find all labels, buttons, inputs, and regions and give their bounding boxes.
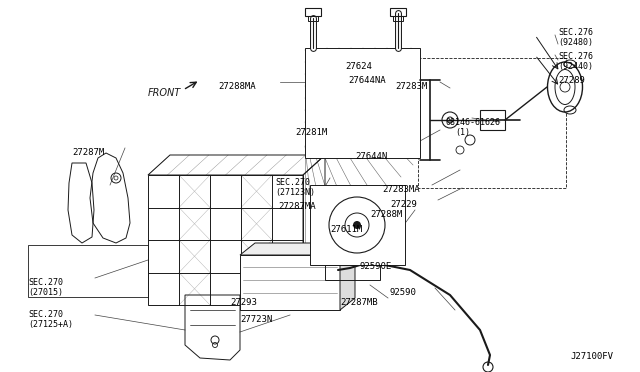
Text: 27289: 27289 (558, 76, 585, 85)
Text: 27281M: 27281M (295, 128, 327, 137)
Text: SEC.270: SEC.270 (275, 178, 310, 187)
Polygon shape (340, 243, 355, 310)
Bar (240, 255, 340, 310)
Text: 92590: 92590 (390, 288, 417, 297)
Text: SEC.270: SEC.270 (28, 310, 63, 319)
Bar (418, 58, 566, 188)
Text: 27293: 27293 (230, 298, 257, 307)
Text: 27283M: 27283M (395, 82, 428, 91)
Circle shape (353, 221, 361, 229)
Text: 27287MB: 27287MB (340, 298, 378, 307)
Text: 92590E: 92590E (360, 262, 392, 271)
Text: 27611M: 27611M (330, 225, 362, 234)
Text: 27644N: 27644N (355, 152, 387, 161)
Text: (27123N): (27123N) (275, 188, 315, 197)
Text: SEC.276: SEC.276 (558, 28, 593, 37)
Bar (325, 265, 380, 280)
Text: (1): (1) (455, 128, 470, 137)
Text: 27287MA: 27287MA (278, 202, 316, 211)
Bar (305, 8, 321, 16)
Text: (27015): (27015) (28, 288, 63, 297)
Text: 27644NA: 27644NA (348, 76, 386, 85)
Text: 27229: 27229 (390, 200, 417, 209)
Bar (480, 110, 505, 130)
Bar (28, 245, 148, 297)
Text: (92440): (92440) (558, 62, 593, 71)
Bar (393, 16, 403, 21)
Bar (308, 16, 318, 21)
Text: 27723N: 27723N (240, 315, 272, 324)
Text: SEC.276: SEC.276 (558, 52, 593, 61)
Text: 27283MA: 27283MA (382, 185, 420, 194)
Text: (92480): (92480) (558, 38, 593, 47)
Text: 27288M: 27288M (370, 210, 403, 219)
Text: 27624: 27624 (345, 62, 372, 71)
Text: J27100FV: J27100FV (570, 352, 613, 361)
Text: 27287M: 27287M (72, 148, 104, 157)
Text: (27125+A): (27125+A) (28, 320, 73, 329)
Text: 08146-61626: 08146-61626 (445, 118, 500, 127)
Polygon shape (240, 243, 355, 255)
Bar (305, 48, 420, 158)
Text: SEC.270: SEC.270 (28, 278, 63, 287)
Text: FRONT: FRONT (148, 88, 181, 98)
Text: 27288MA: 27288MA (218, 82, 255, 91)
Bar (310, 185, 405, 265)
Bar (390, 8, 406, 16)
Ellipse shape (547, 62, 582, 112)
